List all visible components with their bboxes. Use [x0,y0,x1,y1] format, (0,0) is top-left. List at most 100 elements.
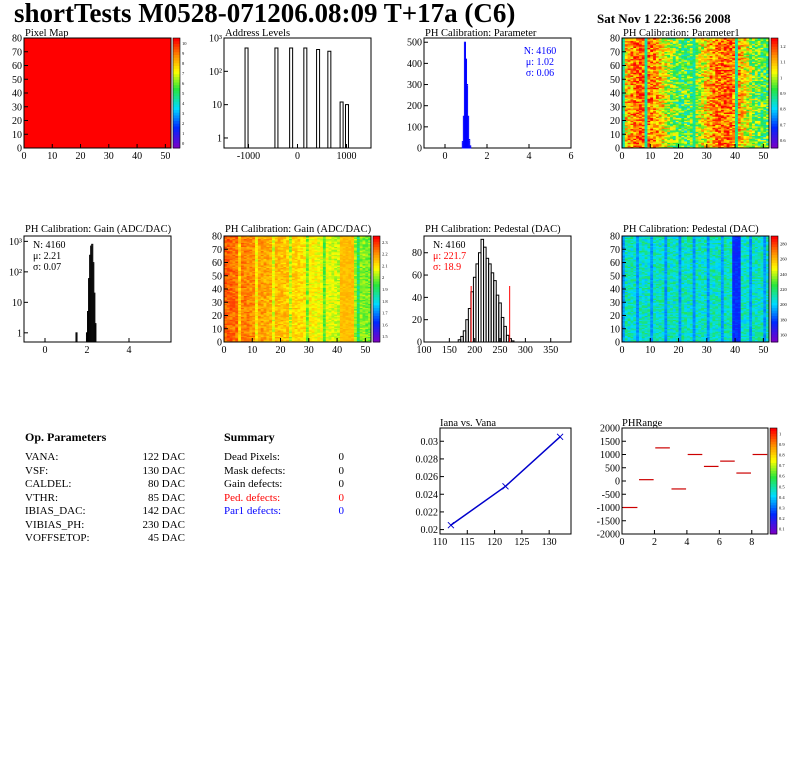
heatmap-cell [232,314,236,316]
heatmap-cell [630,69,634,72]
heatmap-cell [675,146,679,149]
heatmap-cell [681,130,685,132]
heatmap-cell [740,126,744,128]
heatmap-cell [644,106,648,109]
heatmap-cell [715,116,719,119]
heatmap-cell [723,95,727,98]
heatmap-cell [726,123,730,125]
heatmap-cell [636,66,640,69]
heatmap-cell [672,115,677,117]
heatmap-cell [718,143,722,146]
heatmap-cell [678,53,682,55]
heatmap-cell [232,316,236,319]
heatmap-cell [678,57,682,59]
heatmap-cell [752,39,756,42]
heatmap-cell [737,88,742,91]
heatmap-cell [689,61,694,64]
heatmap-cell [661,40,665,43]
heatmap-cell [644,82,648,84]
heatmap-cell [224,243,228,246]
heatmap-cell [735,77,739,80]
heatmap-cell [684,119,688,121]
heatmap-cell [718,104,722,106]
heatmap-cell [729,60,733,62]
heatmap-cell [226,271,231,274]
heatmap-cell [703,61,708,64]
heatmap-cell [664,44,668,47]
heatmap-cell [684,113,688,116]
heatmap-cell [647,91,651,94]
heatmap-cell [633,127,637,130]
heatmap-cell [226,283,231,286]
heatmap-cell [681,65,685,68]
heatmap-cell [627,109,631,112]
heatmap-cell [636,94,640,97]
heatmap-cell [681,50,685,53]
heatmap-cell [698,138,702,141]
heatmap-cell [622,44,626,47]
heatmap-cell [226,269,231,271]
heatmap-cell [692,116,696,119]
heatmap-cell [678,104,682,106]
heatmap-cell [757,105,761,108]
heatmap-cell [627,68,631,70]
heatmap-cell [749,105,753,108]
heatmap-cell [729,126,733,128]
heatmap-cell [684,93,688,95]
heatmap-cell [238,243,242,246]
palette-cell [173,73,180,77]
heatmap-cell [712,44,716,47]
heatmap-cell [232,308,236,311]
heatmap-cell [746,101,750,103]
heatmap-cell [726,135,730,138]
heatmap-cell [641,108,645,110]
heatmap-cell [698,124,702,127]
heatmap-cell [735,113,739,116]
heatmap-cell [638,42,643,44]
heatmap-cell [622,97,626,99]
heatmap-cell [622,98,626,101]
heatmap-cell [238,271,242,274]
heatmap-cell [684,65,688,68]
heatmap-cell [670,108,674,110]
heatmap-cell [641,47,645,50]
heatmap-cell [743,53,747,55]
heatmap-cell [695,121,699,124]
heatmap-cell [627,101,631,103]
heatmap-cell [754,105,759,108]
heatmap-cell [630,119,634,121]
heatmap-cell [729,130,733,132]
heatmap-cell [757,80,761,83]
heatmap-cell [732,90,736,92]
heatmap-cell [684,60,688,62]
heatmap-cell [647,127,651,130]
heatmap-cell [766,58,770,61]
heatmap-cell [760,127,764,130]
heatmap-cell [670,146,674,149]
heatmap-cell [655,83,660,86]
heatmap-cell [653,84,657,87]
heatmap-cell [703,86,708,88]
heatmap-cell [752,112,756,114]
heatmap-cell [664,146,668,149]
heatmap-cell [681,146,685,149]
heatmap-cell [706,95,710,98]
heatmap-cell [715,109,719,112]
heatmap-cell [627,139,631,142]
heatmap-cell [706,145,710,147]
heatmap-cell [703,120,708,123]
palette-cell [771,101,778,105]
heatmap-cell [715,53,719,55]
heatmap-cell [766,97,770,99]
heatmap-cell [653,76,657,79]
heatmap-cell [752,77,756,80]
heatmap-cell [706,94,710,97]
heatmap-cell [757,91,761,94]
heatmap-cell [653,102,657,105]
heatmap-cell [718,102,722,105]
histogram-peak [274,47,279,148]
heatmap-cell [672,132,677,135]
heatmap-cell [653,117,657,120]
heatmap-cell [661,123,665,125]
heatmap-cell [698,115,702,117]
